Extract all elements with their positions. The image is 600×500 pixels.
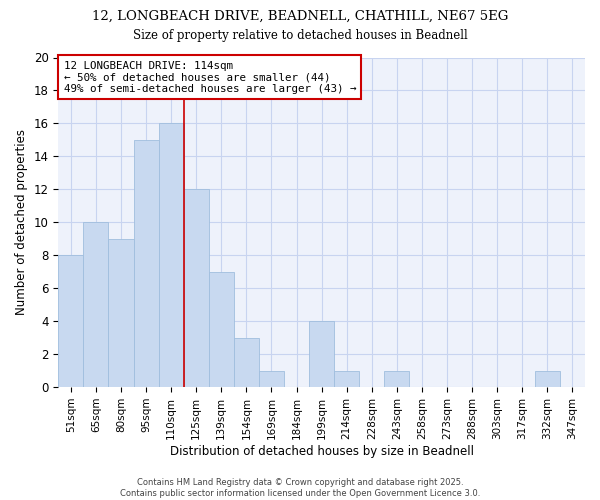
Bar bbox=[158, 124, 184, 387]
Bar bbox=[234, 338, 259, 387]
Text: Contains HM Land Registry data © Crown copyright and database right 2025.
Contai: Contains HM Land Registry data © Crown c… bbox=[120, 478, 480, 498]
Bar bbox=[385, 370, 409, 387]
Bar bbox=[134, 140, 158, 387]
Bar bbox=[535, 370, 560, 387]
Bar bbox=[334, 370, 359, 387]
Text: 12 LONGBEACH DRIVE: 114sqm
← 50% of detached houses are smaller (44)
49% of semi: 12 LONGBEACH DRIVE: 114sqm ← 50% of deta… bbox=[64, 61, 356, 94]
Bar bbox=[83, 222, 109, 387]
Bar bbox=[109, 239, 134, 387]
Bar bbox=[184, 190, 209, 387]
Bar bbox=[309, 321, 334, 387]
Bar bbox=[58, 256, 83, 387]
X-axis label: Distribution of detached houses by size in Beadnell: Distribution of detached houses by size … bbox=[170, 444, 473, 458]
Bar bbox=[209, 272, 234, 387]
Text: 12, LONGBEACH DRIVE, BEADNELL, CHATHILL, NE67 5EG: 12, LONGBEACH DRIVE, BEADNELL, CHATHILL,… bbox=[92, 10, 508, 23]
Text: Size of property relative to detached houses in Beadnell: Size of property relative to detached ho… bbox=[133, 29, 467, 42]
Y-axis label: Number of detached properties: Number of detached properties bbox=[15, 130, 28, 316]
Bar bbox=[259, 370, 284, 387]
